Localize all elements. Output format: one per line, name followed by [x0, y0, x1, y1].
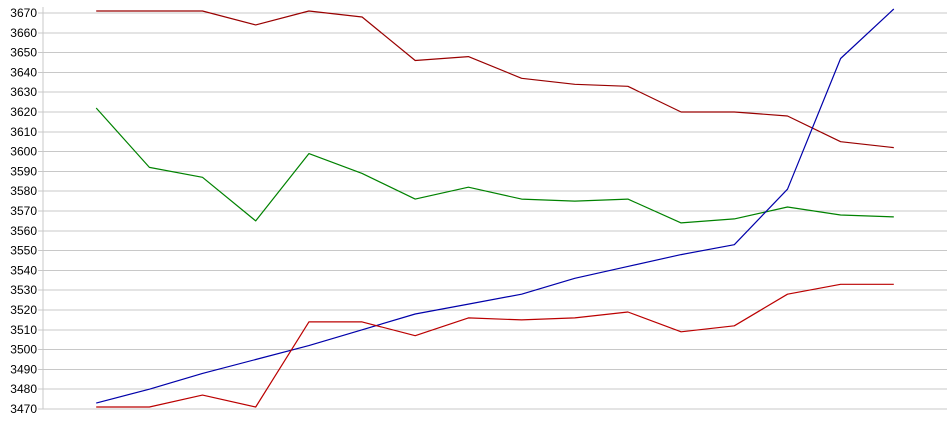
series-line-green-middle — [95, 107, 894, 224]
y-axis-tick-label-3550: 3550 — [10, 244, 37, 258]
y-axis-tick-label-3580: 3580 — [10, 184, 37, 198]
series-line-dark-red-upper — [96, 10, 894, 149]
y-axis-tick-label-3560: 3560 — [10, 224, 37, 238]
y-axis-tick-label-3470: 3470 — [10, 402, 37, 416]
y-axis-tick-label-3570: 3570 — [10, 204, 37, 218]
series-line-red-lower — [96, 283, 894, 408]
data-series — [95, 8, 895, 408]
y-axis-tick-label-3480: 3480 — [10, 382, 37, 396]
y-axis-tick-label-3500: 3500 — [10, 343, 37, 357]
y-axis-tick-label-3520: 3520 — [10, 303, 37, 317]
y-axis-tick-label-3630: 3630 — [10, 85, 37, 99]
gridlines — [38, 12, 947, 410]
y-axis-tick-labels: 3470 3480 3490 3500 3510 3520 3530 3540 3550 3560… — [10, 6, 37, 416]
y-axis-tick-label-3670: 3670 — [10, 6, 37, 20]
y-axis-tick-label-3530: 3530 — [10, 283, 37, 297]
y-axis-tick-label-3590: 3590 — [10, 164, 37, 178]
y-axis-tick-label-3640: 3640 — [10, 65, 37, 79]
y-axis-tick-label-3610: 3610 — [10, 125, 37, 139]
series-line-blue-rising — [96, 8, 895, 404]
y-axis-tick-label-3620: 3620 — [10, 105, 37, 119]
y-axis-tick-label-3650: 3650 — [10, 46, 37, 60]
y-axis-tick-label-3660: 3660 — [10, 26, 37, 40]
y-axis-tick-label-3490: 3490 — [10, 362, 37, 376]
y-axis-tick-label-3540: 3540 — [10, 263, 37, 277]
y-axis-tick-label-3600: 3600 — [10, 145, 37, 159]
y-axis-tick-label-3510: 3510 — [10, 323, 37, 337]
